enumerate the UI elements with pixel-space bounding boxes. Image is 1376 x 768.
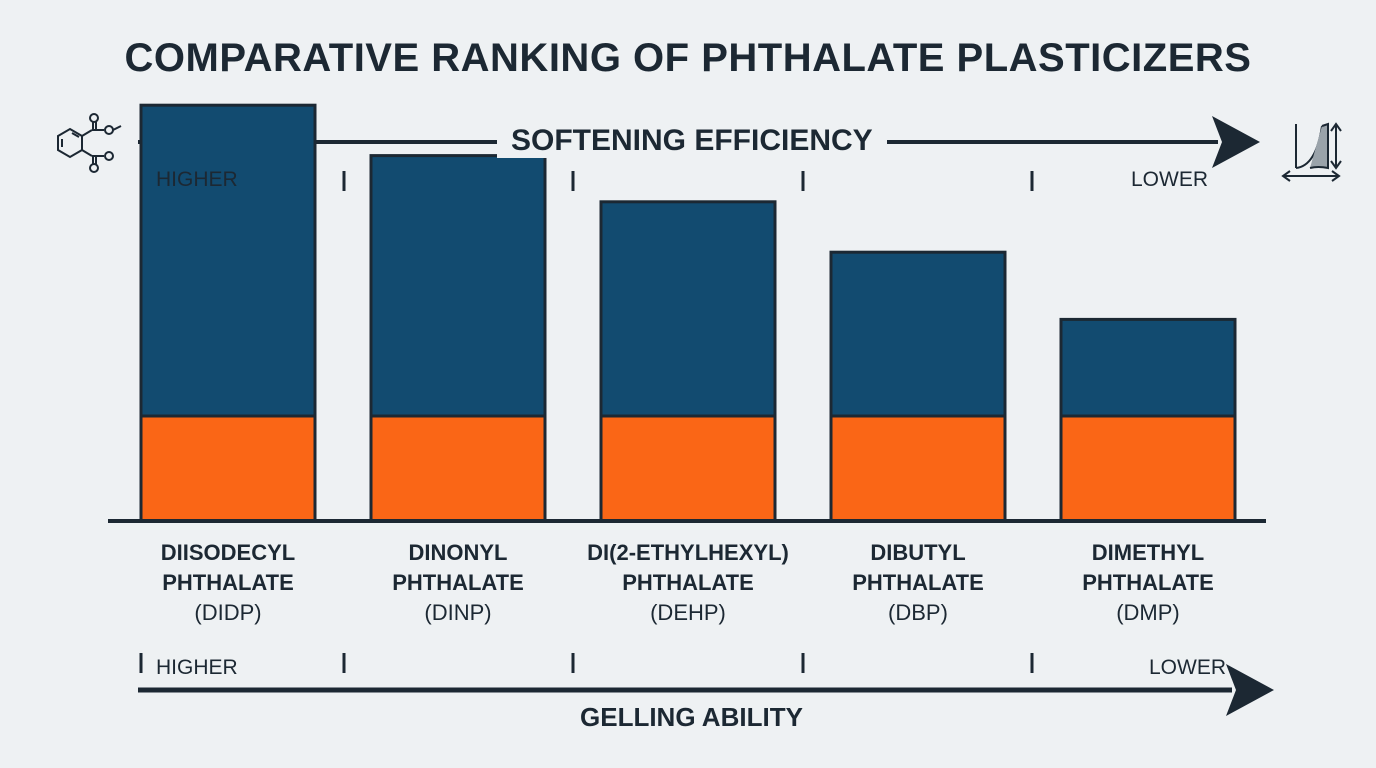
category-name-line1: DIMETHYL [1091,540,1205,565]
category-name-line2: PHTHALATE [622,570,754,595]
category-label-4: DIMETHYL PHTHALATE [1028,538,1268,598]
gelling-higher-label: HIGHER [156,656,238,679]
category-abbr-0: (DIDP) [194,600,262,625]
bar-upper-segment-0 [139,103,317,418]
category-label-1: DINONYL PHTHALATE [338,538,578,598]
phthalate-molecule-icon [57,113,122,173]
category-abbr-2: (DEHP) [650,600,726,625]
category-abbr-1: (DINP) [424,600,492,625]
flexibility-strain-icon [1281,122,1342,182]
category-name-line2: PHTHALATE [162,570,294,595]
category-name-line2: PHTHALATE [852,570,984,595]
bar-lower-segment-1 [369,414,547,523]
category-name-line2: PHTHALATE [1082,570,1214,595]
bar-upper-segment-1 [369,154,547,418]
bar-lower-segment-4 [1059,414,1237,523]
category-abbr-3: (DBP) [888,600,948,625]
category-name-line1: DIBUTYL [870,540,966,565]
gelling-ability-label: GELLING ABILITY [580,702,803,732]
category-label-2: DI(2-ETHYLHEXYL) PHTHALATE [568,538,808,598]
category-name-line1: DIISODECYL [160,540,296,565]
softening-axis-arrowhead [1212,116,1260,168]
gelling-lower-label: LOWER [1149,656,1227,679]
category-label-3: DIBUTYL PHTHALATE [798,538,1038,598]
bar-lower-segment-0 [139,414,317,523]
category-label-0: DIISODECYL PHTHALATE [108,538,348,598]
bar-lower-segment-2 [599,414,777,523]
category-abbr-4: (DMP) [1116,600,1180,625]
softening-lower-label: LOWER [1131,168,1209,191]
bar-upper-segment-4 [1059,317,1237,418]
bar-upper-segment-3 [829,250,1007,418]
softening-efficiency-label: SOFTENING EFFICIENCY [497,124,887,158]
chart-title: COMPARATIVE RANKING OF PHTHALATE PLASTIC… [124,36,1252,80]
category-name-line2: PHTHALATE [392,570,524,595]
gelling-axis-arrowhead [1226,664,1274,716]
softening-higher-label: HIGHER [156,168,238,191]
bar-group [139,103,1237,523]
category-name-line1: DI(2-ETHYLHEXYL) [587,540,789,565]
category-name-line1: DINONYL [408,540,508,565]
bar-lower-segment-3 [829,414,1007,523]
bar-upper-segment-2 [599,200,777,418]
